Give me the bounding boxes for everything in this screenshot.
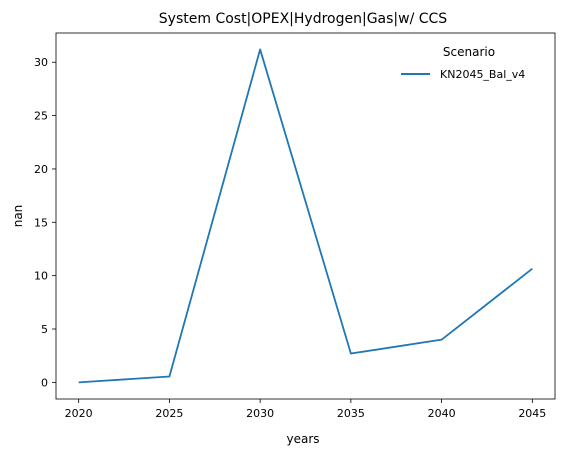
x-axis: 2020 2025 2030 2035 2040 2045 [65, 399, 546, 420]
plot-area [55, 32, 556, 400]
plot-frame [55, 32, 556, 400]
x-axis-label: years [286, 432, 319, 446]
y-tick-label-5: 5 [41, 323, 48, 336]
x-tick-label-2035: 2035 [337, 407, 365, 420]
series-layer [78, 48, 533, 384]
legend-title: Scenario [443, 45, 495, 59]
y-tick-label-0: 0 [41, 376, 48, 389]
y-tick-label-30: 30 [34, 56, 48, 69]
legend-entry-kn2045-bal-v4: KN2045_Bal_v4 [440, 68, 525, 81]
y-tick-label-15: 15 [34, 216, 48, 229]
y-tick-label-20: 20 [34, 163, 48, 176]
x-tick-label-2020: 2020 [65, 407, 93, 420]
x-tick-label-2045: 2045 [518, 407, 546, 420]
series-line-0 [78, 48, 533, 384]
chart-title: System Cost|OPEX|Hydrogen|Gas|w/ CCS [159, 11, 448, 27]
x-tick-label-2040: 2040 [428, 407, 456, 420]
y-tick-label-25: 25 [34, 110, 48, 123]
y-tick-label-10: 10 [34, 270, 48, 283]
y-axis-label: nan [11, 205, 25, 228]
legend: Scenario KN2045_Bal_v4 [401, 45, 525, 81]
y-axis: 0 5 10 15 20 25 30 [34, 56, 56, 389]
x-tick-label-2025: 2025 [155, 407, 183, 420]
x-tick-label-2030: 2030 [246, 407, 274, 420]
